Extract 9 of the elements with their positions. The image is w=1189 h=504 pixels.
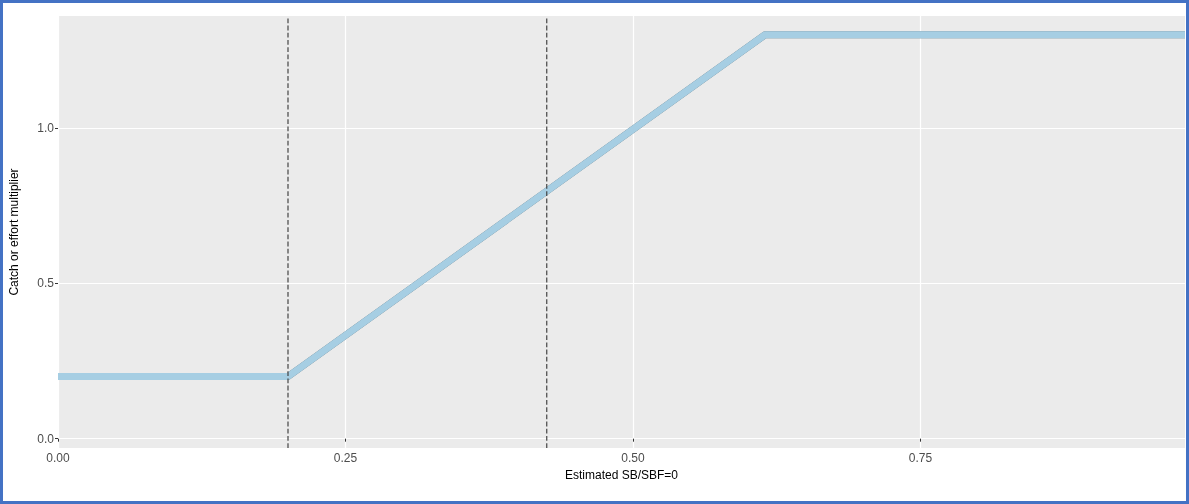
x-tick-label: 0.25 <box>333 451 358 465</box>
x-tick-label: 0.75 <box>908 451 933 465</box>
y-tick-label: 0.5 <box>37 276 55 291</box>
y-axis-title: Catch or effort multiplier <box>7 168 21 296</box>
x-tick-label: 0.00 <box>46 451 70 465</box>
y-tick-label: 0.0 <box>37 431 55 446</box>
x-tick-label: 0.50 <box>621 451 645 465</box>
y-tick-label: 1.0 <box>37 120 55 135</box>
x-axis-title: Estimated SB/SBF=0 <box>564 467 679 482</box>
